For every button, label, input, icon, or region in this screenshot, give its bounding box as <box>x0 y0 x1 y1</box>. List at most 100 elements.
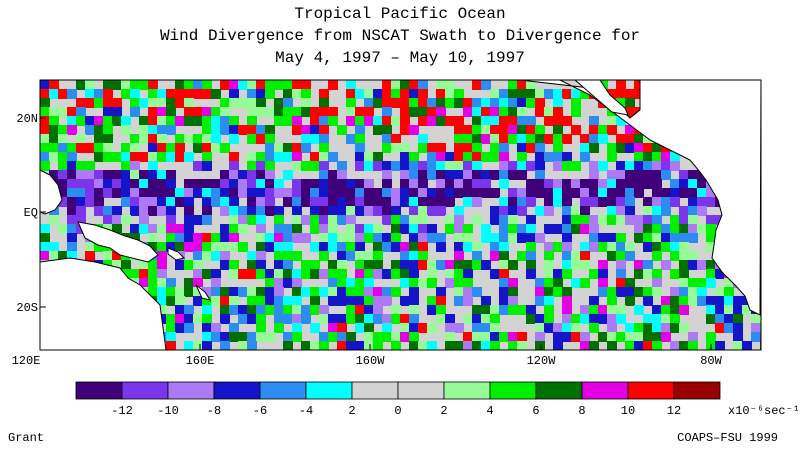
field-cell <box>616 233 626 243</box>
field-cell <box>499 296 509 306</box>
field-cell <box>130 179 140 189</box>
field-cell <box>400 332 410 342</box>
field-cell <box>157 89 167 99</box>
field-cell <box>445 278 455 288</box>
field-cell <box>481 305 491 315</box>
field-cell <box>400 188 410 198</box>
footer-author: Grant <box>8 431 45 445</box>
field-cell <box>535 287 545 297</box>
field-cell <box>157 206 167 216</box>
field-cell <box>535 188 545 198</box>
field-cell <box>661 197 671 207</box>
field-cell <box>562 134 572 144</box>
field-cell <box>535 161 545 171</box>
field-cell <box>418 341 428 350</box>
field-cell <box>427 305 437 315</box>
field-cell <box>157 134 167 144</box>
field-cell <box>544 89 554 99</box>
field-cell <box>193 278 203 288</box>
field-cell <box>166 179 176 189</box>
field-cell <box>535 332 545 342</box>
field-cell <box>328 206 338 216</box>
field-cell <box>256 269 266 279</box>
field-cell <box>49 80 59 90</box>
field-cell <box>436 287 446 297</box>
field-cell <box>130 80 140 90</box>
field-cell <box>625 197 635 207</box>
field-cell <box>571 107 581 117</box>
field-cell <box>355 242 365 252</box>
field-cell <box>535 134 545 144</box>
field-cell <box>229 152 239 162</box>
field-cell <box>238 125 248 135</box>
field-cell <box>166 125 176 135</box>
field-cell <box>733 314 743 324</box>
field-cell <box>130 89 140 99</box>
field-cell <box>697 197 707 207</box>
field-cell <box>724 287 734 297</box>
field-cell <box>355 296 365 306</box>
field-cell <box>157 107 167 117</box>
field-cell <box>355 305 365 315</box>
field-cell <box>202 305 212 315</box>
field-cell <box>580 260 590 270</box>
field-cell <box>616 251 626 261</box>
field-cell <box>292 332 302 342</box>
field-cell <box>310 287 320 297</box>
field-cell <box>544 179 554 189</box>
field-cell <box>508 134 518 144</box>
field-cell <box>157 251 167 261</box>
field-cell <box>274 224 284 234</box>
field-cell <box>229 161 239 171</box>
field-cell <box>688 197 698 207</box>
field-cell <box>310 161 320 171</box>
field-cell <box>679 251 689 261</box>
field-cell <box>229 179 239 189</box>
field-cell <box>202 197 212 207</box>
field-cell <box>625 107 635 117</box>
field-cell <box>211 287 221 297</box>
field-cell <box>652 323 662 333</box>
field-cell <box>409 341 419 350</box>
field-cell <box>292 206 302 216</box>
field-cell <box>292 278 302 288</box>
field-cell <box>292 152 302 162</box>
field-cell <box>670 251 680 261</box>
field-cell <box>625 341 635 350</box>
field-cell <box>67 251 77 261</box>
field-cell <box>328 116 338 126</box>
colorbar-swatch <box>581 381 629 400</box>
field-cell <box>346 305 356 315</box>
field-cell <box>166 170 176 180</box>
field-cell <box>103 170 113 180</box>
field-cell <box>67 107 77 117</box>
field-cell <box>679 305 689 315</box>
field-cell <box>607 341 617 350</box>
field-cell <box>508 107 518 117</box>
field-cell <box>463 332 473 342</box>
field-cell <box>715 305 725 315</box>
field-cell <box>481 224 491 234</box>
field-cell <box>409 125 419 135</box>
field-cell <box>580 152 590 162</box>
field-cell <box>346 287 356 297</box>
field-cell <box>175 314 185 324</box>
field-cell <box>409 107 419 117</box>
field-cell <box>679 287 689 297</box>
field-cell <box>301 305 311 315</box>
field-cell <box>616 98 626 108</box>
field-cell <box>319 206 329 216</box>
field-cell <box>301 341 311 350</box>
colorbar-label: -8 <box>207 404 221 418</box>
field-cell <box>463 341 473 350</box>
lat-label-20n: 20N <box>16 112 38 126</box>
field-cell <box>598 287 608 297</box>
field-cell <box>292 89 302 99</box>
field-cell <box>166 233 176 243</box>
field-cell <box>607 215 617 225</box>
field-cell <box>139 125 149 135</box>
field-cell <box>112 188 122 198</box>
field-cell <box>283 188 293 198</box>
field-cell <box>553 332 563 342</box>
field-cell <box>715 314 725 324</box>
